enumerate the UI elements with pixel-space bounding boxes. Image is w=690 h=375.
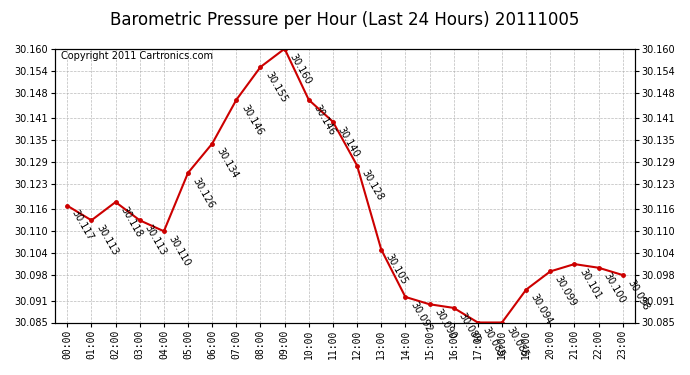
Text: 30.117: 30.117 bbox=[70, 209, 96, 243]
Text: 30.110: 30.110 bbox=[167, 234, 192, 268]
Text: 30.146: 30.146 bbox=[239, 103, 264, 137]
Text: 30.146: 30.146 bbox=[312, 103, 337, 137]
Text: 30.155: 30.155 bbox=[264, 70, 289, 104]
Text: 30.089: 30.089 bbox=[457, 310, 482, 345]
Text: 30.092: 30.092 bbox=[408, 300, 434, 334]
Text: 30.100: 30.100 bbox=[602, 270, 627, 304]
Text: 30.085: 30.085 bbox=[481, 325, 506, 360]
Text: Copyright 2011 Cartronics.com: Copyright 2011 Cartronics.com bbox=[61, 51, 213, 62]
Text: 30.134: 30.134 bbox=[215, 146, 240, 180]
Text: 30.128: 30.128 bbox=[360, 168, 386, 202]
Text: 30.126: 30.126 bbox=[191, 176, 217, 210]
Text: 30.085: 30.085 bbox=[505, 325, 531, 360]
Text: 30.105: 30.105 bbox=[384, 252, 410, 286]
Text: 30.113: 30.113 bbox=[95, 223, 119, 257]
Text: 30.094: 30.094 bbox=[529, 292, 554, 327]
Text: 30.140: 30.140 bbox=[336, 124, 361, 159]
Text: 30.118: 30.118 bbox=[119, 205, 144, 239]
Text: 30.099: 30.099 bbox=[553, 274, 578, 308]
Text: 30.113: 30.113 bbox=[143, 223, 168, 257]
Text: 30.101: 30.101 bbox=[578, 267, 602, 301]
Text: 30.160: 30.160 bbox=[288, 51, 313, 86]
Text: 30.090: 30.090 bbox=[433, 307, 457, 341]
Text: Barometric Pressure per Hour (Last 24 Hours) 20111005: Barometric Pressure per Hour (Last 24 Ho… bbox=[110, 11, 580, 29]
Text: 30.098: 30.098 bbox=[626, 278, 651, 312]
